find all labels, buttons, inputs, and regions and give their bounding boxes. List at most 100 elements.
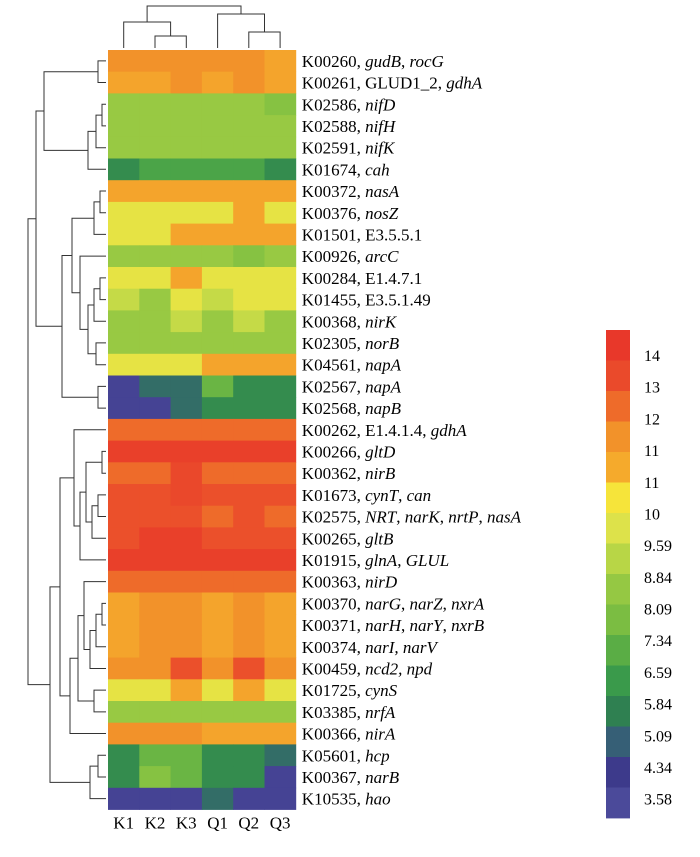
heatmap-cell-K00371-Q3 (264, 614, 297, 637)
heatmap-cell-K02588-K3 (170, 115, 203, 138)
row-dendrogram-branch (97, 385, 106, 409)
row-label-K03385: K03385, nrfA (302, 703, 396, 722)
heatmap-cell-K00459-Q2 (233, 657, 265, 680)
heatmap-cell-K01673-Q2 (233, 484, 265, 507)
heatmap-cell-K01673-K2 (139, 484, 171, 507)
row-label-K01501: K01501, E3.5.5.1 (302, 225, 422, 244)
heatmap-cell-K05601-K2 (139, 744, 171, 767)
row-label-K00374: K00374, narI, narV (302, 638, 440, 657)
heatmap-cell-K01915-Q1 (201, 549, 234, 572)
row-label-K02568: K02568, napB (302, 399, 402, 418)
heatmap-cell-K01673-Q1 (201, 484, 234, 507)
heatmap-cell-K02305-K3 (170, 332, 203, 355)
row-label-K00376: K00376, nosZ (302, 204, 399, 223)
heatmap-cell-K05601-Q2 (233, 744, 265, 767)
legend-label: 8.84 (644, 570, 672, 587)
heatmap-cell-K00926-K1 (108, 245, 140, 268)
legend-swatch (606, 604, 630, 636)
legend-swatch (606, 482, 630, 514)
column-dendrogram-branch (146, 5, 242, 22)
heatmap-cell-K01455-K3 (170, 288, 203, 311)
heatmap-cell-K04561-K1 (108, 353, 140, 376)
heatmap-cell-K04561-Q2 (233, 353, 265, 376)
heatmap-cell-K02568-K2 (139, 397, 171, 420)
heatmap-cell-K00367-Q1 (201, 766, 234, 789)
column-dendrogram-branch (217, 13, 265, 48)
legend-label: 4.34 (644, 760, 672, 777)
row-dendrogram-branch (69, 657, 106, 734)
heatmap-cell-K00374-K2 (139, 635, 171, 658)
legend-label: 3.58 (644, 792, 672, 809)
heatmap-cell-K00366-Q3 (264, 722, 297, 745)
heatmap-cell-K01501-K3 (170, 223, 203, 246)
heatmap-cell-K02588-K2 (139, 115, 171, 138)
heatmap-cell-K00367-K3 (170, 766, 203, 789)
heatmap-cell-K10535-K2 (139, 787, 171, 810)
row-label-K00366: K00366, nirA (302, 725, 396, 744)
heatmap-cell-K00363-K1 (108, 570, 140, 593)
heatmap-cell-K00260-K1 (108, 50, 140, 73)
legend-swatch (606, 635, 630, 666)
heatmap-cell-K00366-K2 (139, 722, 171, 745)
heatmap-cell-K00265-Q3 (264, 527, 297, 550)
heatmap-cell-K10535-K3 (170, 787, 203, 810)
heatmap-cell-K05601-Q3 (264, 744, 297, 767)
row-label-K00266: K00266, gltD (302, 442, 396, 461)
heatmap-cell-K00266-K1 (108, 440, 140, 463)
heatmap-cell-K00370-K3 (170, 592, 203, 615)
heatmap-cell-K00266-Q2 (233, 440, 265, 463)
heatmap-cell-K02586-K2 (139, 93, 171, 116)
heatmap-cell-K10535-Q3 (264, 787, 297, 810)
heatmap-cell-K00459-K1 (108, 657, 140, 680)
legend-swatch (606, 574, 630, 605)
legend-swatch (606, 665, 630, 697)
heatmap-cell-K00266-K2 (139, 440, 171, 463)
row-label-K10535: K10535, hao (302, 790, 391, 809)
heatmap-cell-K01915-Q3 (264, 549, 297, 572)
heatmap-cell-K03385-Q2 (233, 701, 265, 724)
row-label-K00370: K00370, narG, narZ, nxrA (302, 594, 485, 613)
heatmap-cell-K00366-K1 (108, 722, 140, 745)
legend-label: 7.34 (644, 633, 672, 650)
legend-swatch (606, 421, 630, 453)
heatmap-cell-K02591-Q3 (264, 136, 297, 159)
heatmap-cell-K00363-Q3 (264, 570, 297, 593)
row-dendrogram-branch (89, 630, 106, 669)
heatmap-cell-K03385-Q3 (264, 701, 297, 724)
heatmap-cell-K02567-Q1 (201, 375, 234, 398)
heatmap-cell-K00262-K3 (170, 418, 203, 441)
heatmap-cell-K01455-K1 (108, 288, 140, 311)
heatmap-cell-K00368-K2 (139, 310, 171, 333)
heatmap-cell-K02305-K2 (139, 332, 171, 355)
row-label-K00368: K00368, nirK (302, 312, 398, 331)
heatmap-cell-K01674-K1 (108, 158, 140, 181)
heatmap-cell-K01725-K1 (108, 679, 140, 702)
heatmap-cell-K05601-K3 (170, 744, 203, 767)
heatmap-cell-K00262-Q2 (233, 418, 265, 441)
heatmap-cell-K00374-Q2 (233, 635, 265, 658)
legend-label: 5.84 (644, 697, 672, 714)
heatmap-cell-K01501-K2 (139, 223, 171, 246)
heatmap-cell-K00459-K2 (139, 657, 171, 680)
heatmap-cell-K00371-Q1 (201, 614, 234, 637)
heatmap-cell-K00367-K1 (108, 766, 140, 789)
column-label-Q3: Q3 (270, 814, 291, 833)
heatmap-cell-K00370-Q1 (201, 592, 234, 615)
heatmap-cell-K01673-K3 (170, 484, 203, 507)
heatmap-cell-K00376-K1 (108, 201, 140, 224)
column-labels: K1 K2 K3 Q1 Q2 Q3 (113, 814, 290, 833)
heatmap-cell-K02575-Q3 (264, 505, 297, 528)
heatmap-cell-K00262-K1 (108, 418, 140, 441)
row-label-K02591: K02591, nifK (302, 139, 396, 158)
heatmap-cell-K01674-Q3 (264, 158, 297, 181)
heatmap-cell-K02568-Q1 (201, 397, 234, 420)
row-label-K00459: K00459, ncd2, npd (302, 660, 433, 679)
heatmap-cell-K00362-K3 (170, 462, 203, 485)
heatmap-cell-K00371-K3 (170, 614, 203, 637)
heatmap-cell-K00367-Q2 (233, 766, 265, 789)
heatmap-cell-K03385-K3 (170, 701, 203, 724)
heatmap-cell-K00926-Q2 (233, 245, 265, 268)
heatmap-cell-K02568-Q2 (233, 397, 265, 420)
row-label-K01673: K01673, cynT, can (302, 486, 431, 505)
legend-label: 11 (644, 443, 659, 460)
